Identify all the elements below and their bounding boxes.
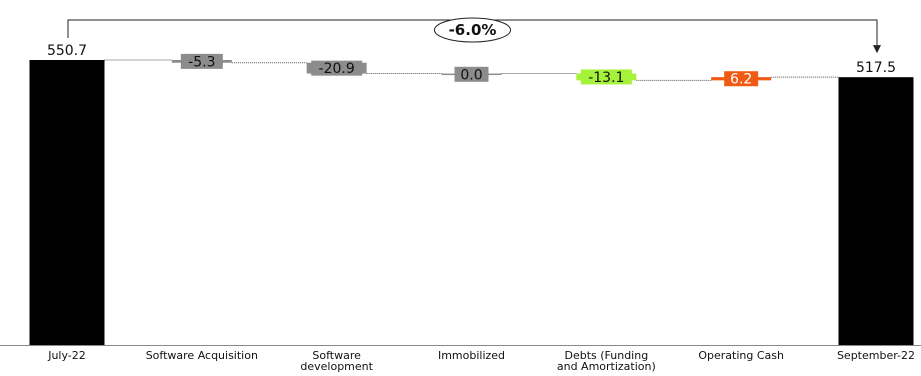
value-labels-layer: 550.7 -5.3 -20.9 0.0 -13.1 6.2 517.5 [47, 43, 896, 88]
x-tick-label-operating-cash: Operating Cash [698, 349, 784, 362]
value-label-box-immobilized [454, 66, 489, 82]
value-label-box-software-acquisition [180, 53, 223, 69]
value-label-box-operating-cash [724, 71, 759, 87]
value-label-september-22: 517.5 [856, 60, 896, 76]
x-tick-labels-layer: July-22 Software Acquisition Software devel… [47, 349, 915, 373]
bar-july-22 [29, 60, 105, 345]
value-label-debts-funding-and-amortization: -13.1 [588, 70, 624, 86]
x-tick-label-immobilized: Immobilized [438, 349, 505, 362]
x-tick-label-software-acquisition: Software Acquisition [146, 349, 258, 362]
value-label-software-development: -20.9 [319, 61, 355, 77]
value-label-immobilized: 0.0 [460, 67, 482, 83]
connector-lines-layer [104, 59, 839, 81]
change-oval [434, 17, 511, 43]
change-annotation: -6.0% [67, 17, 881, 54]
bars-layer [29, 60, 914, 346]
value-label-software-acquisition: -5.3 [188, 54, 215, 70]
change-percent-label: -6.0% [449, 21, 497, 39]
x-tick-label-july-22: July-22 [47, 349, 86, 362]
value-label-operating-cash: 6.2 [730, 72, 752, 88]
value-label-box-debts-funding-and-amortization [580, 69, 632, 85]
x-tick-label-september-22: September-22 [837, 349, 915, 362]
x-tick-label-debts-funding-and-amortization: Debts (Funding and Amortization) [557, 349, 656, 373]
value-label-box-software-development [311, 60, 363, 76]
value-label-july-22: 550.7 [47, 43, 87, 59]
bar-september-22 [838, 77, 914, 346]
x-tick-label-software-development: Software development [300, 349, 373, 373]
